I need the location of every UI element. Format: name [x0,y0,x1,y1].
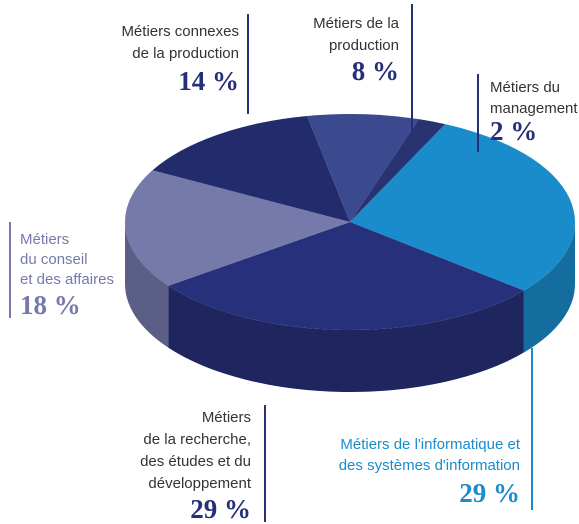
slice-label: des études et du [140,453,251,470]
slice-label: production [329,37,399,54]
slice-side [523,222,575,353]
slice-label: Métiers de l'informatique et [340,436,520,453]
slice-label: Métiers [202,409,251,426]
slice-label: et des affaires [20,271,114,288]
slice-side [168,285,524,392]
slice-value-label: 29 % [459,478,520,508]
slice-label: Métiers du [490,79,560,96]
slice-value-label: 14 % [178,66,239,96]
slice [168,222,524,331]
slice-value-label: 29 % [190,494,251,524]
slice [350,119,446,222]
slice-label: de la recherche, [143,431,251,448]
slice [152,115,350,222]
slice-value-label: 2 % [490,116,537,146]
slice-label: Métiers connexes [121,23,239,40]
slice [125,170,350,286]
slice-side [125,222,169,348]
slice-label: des systèmes d'information [339,457,520,474]
slice-value-label: 8 % [352,56,399,86]
slice-value-label: 18 % [20,290,81,320]
slice-label: Métiers [20,231,69,248]
slice-label: du conseil [20,251,88,268]
slice [307,113,419,222]
slice-label: management [490,100,578,117]
slice [350,124,576,291]
slice-label: Métiers de la [313,15,400,32]
slice-label: développement [148,475,251,492]
slice-label: de la production [132,45,239,62]
